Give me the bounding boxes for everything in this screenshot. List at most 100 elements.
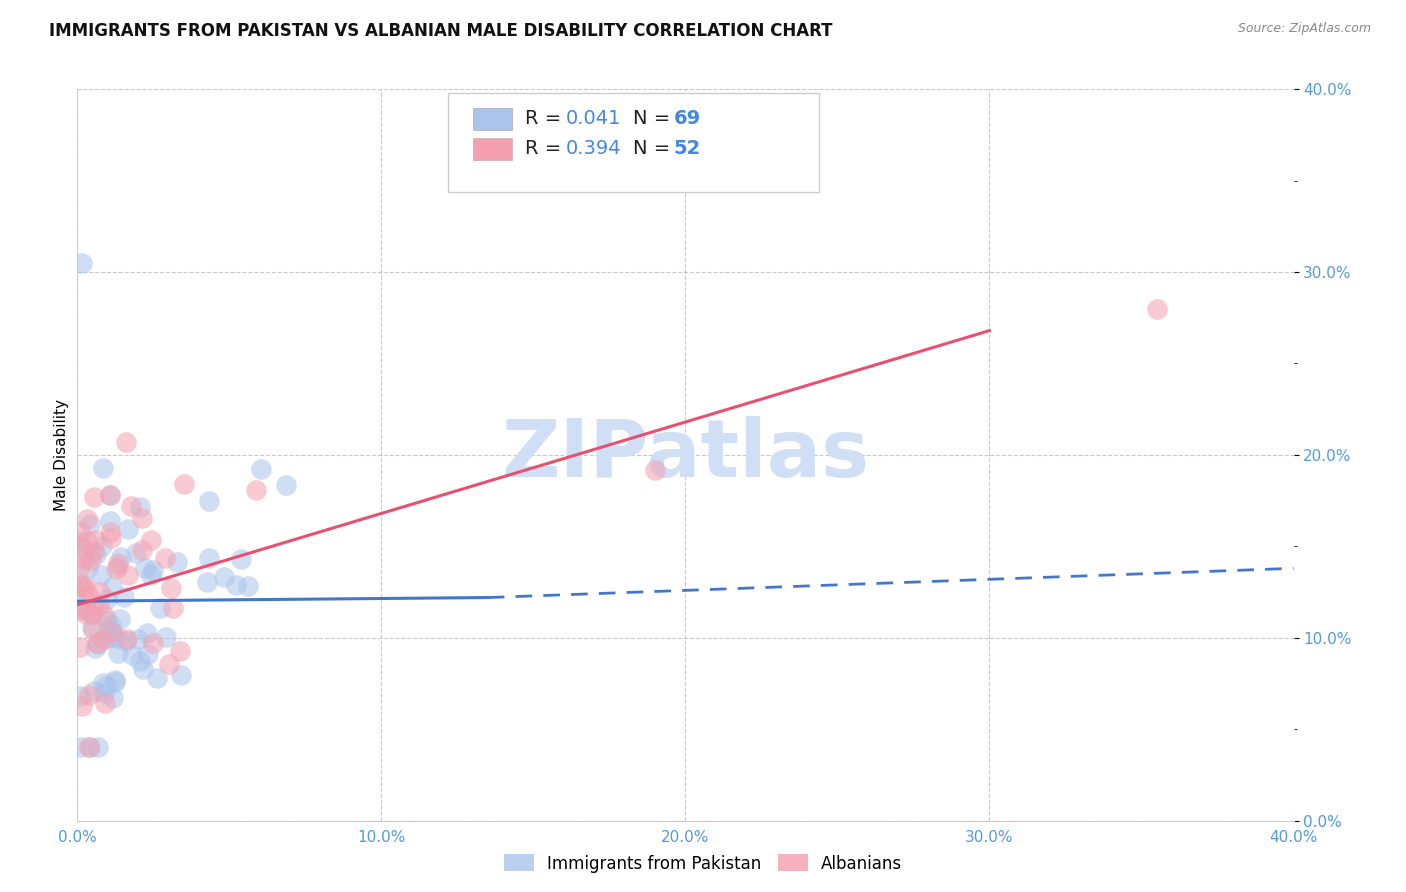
Point — [129, 500, 152, 514]
Point — [73, 579, 96, 593]
Point — [96, 591, 118, 606]
Point — [101, 580, 124, 594]
Point — [80, 607, 103, 621]
Point — [72, 541, 94, 556]
Point — [76, 512, 98, 526]
Point — [101, 690, 124, 705]
Point — [91, 461, 114, 475]
Point — [115, 633, 138, 648]
Point — [197, 494, 219, 508]
Point — [98, 488, 121, 502]
Point — [276, 478, 298, 492]
Point — [125, 546, 148, 560]
Point — [77, 688, 100, 702]
Point — [120, 499, 142, 513]
Point — [84, 597, 107, 611]
Point — [69, 576, 91, 591]
Point — [97, 622, 120, 636]
Point — [83, 544, 105, 558]
Point — [84, 640, 107, 655]
Point — [139, 533, 162, 547]
Point — [90, 567, 112, 582]
Text: 69: 69 — [673, 109, 700, 128]
Point — [86, 636, 108, 650]
Point — [93, 607, 115, 622]
Point — [70, 256, 93, 270]
Point — [128, 654, 150, 668]
Point — [103, 630, 125, 644]
Point — [117, 568, 139, 582]
Point — [141, 567, 163, 582]
Point — [69, 640, 91, 654]
Point — [91, 676, 114, 690]
Point — [89, 584, 111, 599]
Point — [70, 740, 93, 755]
Point — [69, 524, 91, 538]
Point — [79, 516, 101, 531]
Point — [89, 598, 111, 612]
Point — [70, 579, 93, 593]
Point — [169, 668, 191, 682]
Point — [231, 552, 253, 566]
Point — [245, 483, 267, 498]
Point — [98, 525, 121, 540]
Point — [69, 603, 91, 617]
Point — [225, 577, 247, 591]
Point — [80, 607, 103, 621]
Point — [98, 488, 121, 502]
Point — [110, 550, 132, 565]
Point — [644, 462, 666, 476]
Point — [121, 648, 143, 663]
Point — [136, 648, 159, 662]
Point — [98, 514, 121, 528]
Point — [70, 597, 93, 611]
Text: 0.394: 0.394 — [567, 139, 621, 158]
Point — [115, 435, 138, 450]
Point — [75, 607, 97, 622]
Point — [115, 632, 138, 647]
Point — [100, 532, 122, 546]
Text: IMMIGRANTS FROM PAKISTAN VS ALBANIAN MALE DISABILITY CORRELATION CHART: IMMIGRANTS FROM PAKISTAN VS ALBANIAN MAL… — [49, 22, 832, 40]
Point — [155, 551, 177, 566]
Point — [107, 556, 129, 570]
FancyBboxPatch shape — [449, 93, 820, 192]
Point — [134, 561, 156, 575]
Point — [104, 674, 127, 689]
Point — [249, 461, 271, 475]
Point — [91, 539, 114, 553]
Point — [100, 625, 122, 640]
Point — [96, 613, 118, 627]
Point — [236, 579, 259, 593]
Point — [97, 630, 120, 644]
Point — [82, 623, 104, 637]
Point — [104, 673, 127, 687]
Point — [75, 552, 97, 566]
Point — [155, 630, 177, 644]
Point — [107, 560, 129, 574]
Point — [86, 637, 108, 651]
Point — [107, 646, 129, 660]
Point — [173, 476, 195, 491]
Point — [131, 542, 153, 557]
Text: Source: ZipAtlas.com: Source: ZipAtlas.com — [1237, 22, 1371, 36]
Point — [1146, 301, 1168, 316]
Text: ZIPatlas: ZIPatlas — [502, 416, 869, 494]
Point — [69, 534, 91, 549]
Point — [195, 575, 218, 590]
Text: R =: R = — [524, 109, 568, 128]
Point — [69, 689, 91, 703]
Point — [93, 686, 115, 700]
Point — [166, 555, 188, 569]
Point — [131, 662, 153, 676]
Point — [127, 632, 149, 647]
Point — [80, 620, 103, 634]
Point — [91, 632, 114, 647]
Text: 52: 52 — [673, 139, 700, 158]
Text: 0.041: 0.041 — [567, 109, 621, 128]
Point — [83, 533, 105, 548]
Point — [149, 601, 172, 615]
Point — [73, 581, 96, 595]
Point — [198, 550, 221, 565]
Point — [69, 561, 91, 575]
Point — [75, 602, 97, 616]
